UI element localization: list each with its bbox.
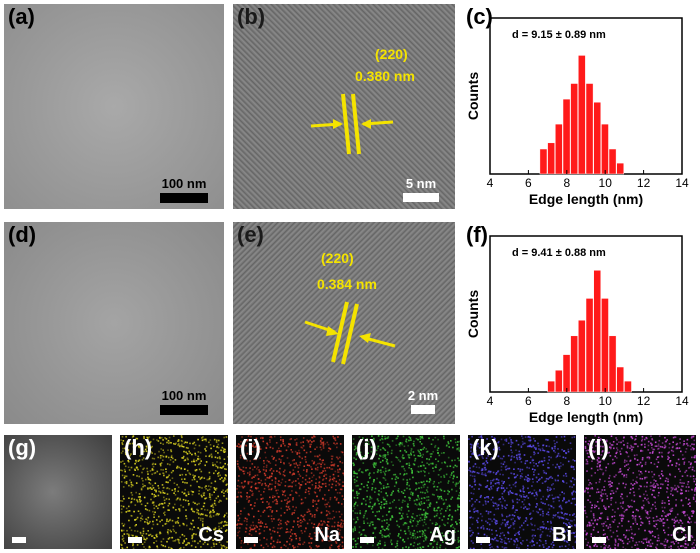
histogram-bar — [562, 98, 571, 175]
x-tick-label: 6 — [525, 394, 532, 408]
panel-label-k: (k) — [472, 435, 499, 460]
x-tick-label: 10 — [599, 394, 613, 408]
scale-label-b: 5 nm — [405, 176, 437, 191]
lattice-marker-e — [304, 301, 396, 365]
element-label-cl: Cl — [672, 524, 692, 546]
panel-label-d: (d) — [8, 222, 37, 247]
size-annotation: d = 9.41 ± 0.88 nm — [512, 247, 606, 259]
histogram-bar — [555, 369, 563, 393]
histogram-bar — [578, 55, 586, 175]
panel-label-f: (f) — [466, 222, 488, 247]
x-tick-label: 14 — [675, 176, 689, 190]
scale-bar-k — [476, 537, 490, 543]
panel-label-g: (g) — [8, 435, 37, 460]
element-label-bi: Bi — [552, 524, 572, 546]
eds-map-cl: (l) Cl — [584, 435, 696, 549]
size-annotation: d = 9.15 ± 0.89 nm — [512, 29, 606, 41]
scale-bar-l — [592, 537, 606, 543]
haadf-image-g: (g) — [4, 435, 112, 549]
histogram-bar — [593, 270, 602, 393]
histogram-bar — [547, 380, 555, 393]
histogram-bar — [547, 142, 555, 175]
x-tick-label: 10 — [599, 176, 613, 190]
histogram-bar — [555, 123, 563, 175]
element-label-ag: Ag — [429, 524, 456, 546]
tem-image-a: (a) 100 nm — [4, 4, 224, 209]
scale-bar-d: 100 nm — [154, 388, 214, 415]
scale-label-d: 100 nm — [161, 388, 207, 403]
histogram-bar — [608, 148, 617, 175]
x-axis-label: Edge length (nm) — [529, 409, 643, 425]
scale-bar-b: 5 nm — [401, 176, 441, 202]
x-tick-label: 12 — [637, 176, 651, 190]
histogram-bar — [601, 298, 609, 393]
histogram-bar — [585, 83, 594, 175]
histogram-bar — [608, 335, 617, 393]
histogram-bar — [616, 162, 625, 175]
eds-map-ag: (j) Ag — [352, 435, 460, 549]
panel-label-a: (a) — [8, 4, 35, 29]
element-label-cs: Cs — [198, 524, 224, 546]
histogram-bar — [624, 380, 632, 393]
lattice-spacing-b: 0.380 nm — [355, 68, 415, 84]
panel-label-e: (e) — [237, 222, 264, 247]
eds-map-na: (i) Na — [236, 435, 344, 549]
hrtem-image-b: (b) (220) 0.380 nm 5 nm — [233, 4, 455, 209]
x-tick-label: 8 — [563, 394, 570, 408]
tem-image-d: (d) 100 nm — [4, 222, 224, 424]
panel-label-c: (c) — [466, 4, 493, 29]
lattice-plane-e: (220) — [321, 250, 354, 266]
lattice-marker-b — [310, 93, 394, 155]
x-tick-label: 14 — [675, 394, 689, 408]
x-tick-label: 4 — [487, 176, 494, 190]
scale-bar-i — [244, 537, 258, 543]
panel-label-i: (i) — [240, 435, 261, 460]
y-axis-label: Counts — [465, 290, 481, 338]
eds-map-bi: (k) Bi — [468, 435, 576, 549]
scale-bar-a: 100 nm — [154, 176, 214, 203]
panel-label-h: (h) — [124, 435, 153, 460]
lattice-plane-b: (220) — [375, 46, 408, 62]
scale-bar-j — [360, 537, 374, 543]
histogram-bar — [578, 319, 586, 393]
x-tick-label: 12 — [637, 394, 651, 408]
scale-bar-h — [128, 537, 142, 543]
histogram-bar — [585, 298, 594, 393]
x-tick-label: 4 — [487, 394, 494, 408]
x-tick-label: 8 — [563, 176, 570, 190]
histogram-bar — [570, 83, 578, 175]
lattice-spacing-e: 0.384 nm — [317, 276, 377, 292]
histogram-bar — [562, 354, 571, 393]
panel-label-l: (l) — [588, 435, 609, 460]
panel-label-j: (j) — [356, 435, 377, 460]
histogram-bar — [539, 148, 548, 175]
panel-label-b: (b) — [237, 4, 266, 29]
x-axis-label: Edge length (nm) — [529, 191, 643, 207]
scale-label-e: 2 nm — [407, 388, 439, 403]
scale-label-a: 100 nm — [161, 176, 207, 191]
histogram-bar — [601, 123, 609, 175]
histogram-c: (c) 4 6 8 10 12 14 Edge length (nm) Counts d = 9… — [460, 4, 696, 214]
element-label-na: Na — [314, 524, 340, 546]
x-tick-label: 6 — [525, 176, 532, 190]
scale-bar-g — [12, 537, 26, 543]
histogram-bar — [570, 335, 578, 393]
scale-bar-e: 2 nm — [403, 388, 443, 414]
eds-map-cs: (h) Cs — [120, 435, 228, 549]
hrtem-image-e: (e) (220) 0.384 nm 2 nm — [233, 222, 455, 424]
histogram-bar — [616, 366, 625, 393]
histogram-f: (f) 4 6 8 10 12 14 Edge length (nm) Counts d = 9… — [460, 222, 696, 432]
y-axis-label: Counts — [465, 72, 481, 120]
histogram-bar — [593, 101, 602, 175]
